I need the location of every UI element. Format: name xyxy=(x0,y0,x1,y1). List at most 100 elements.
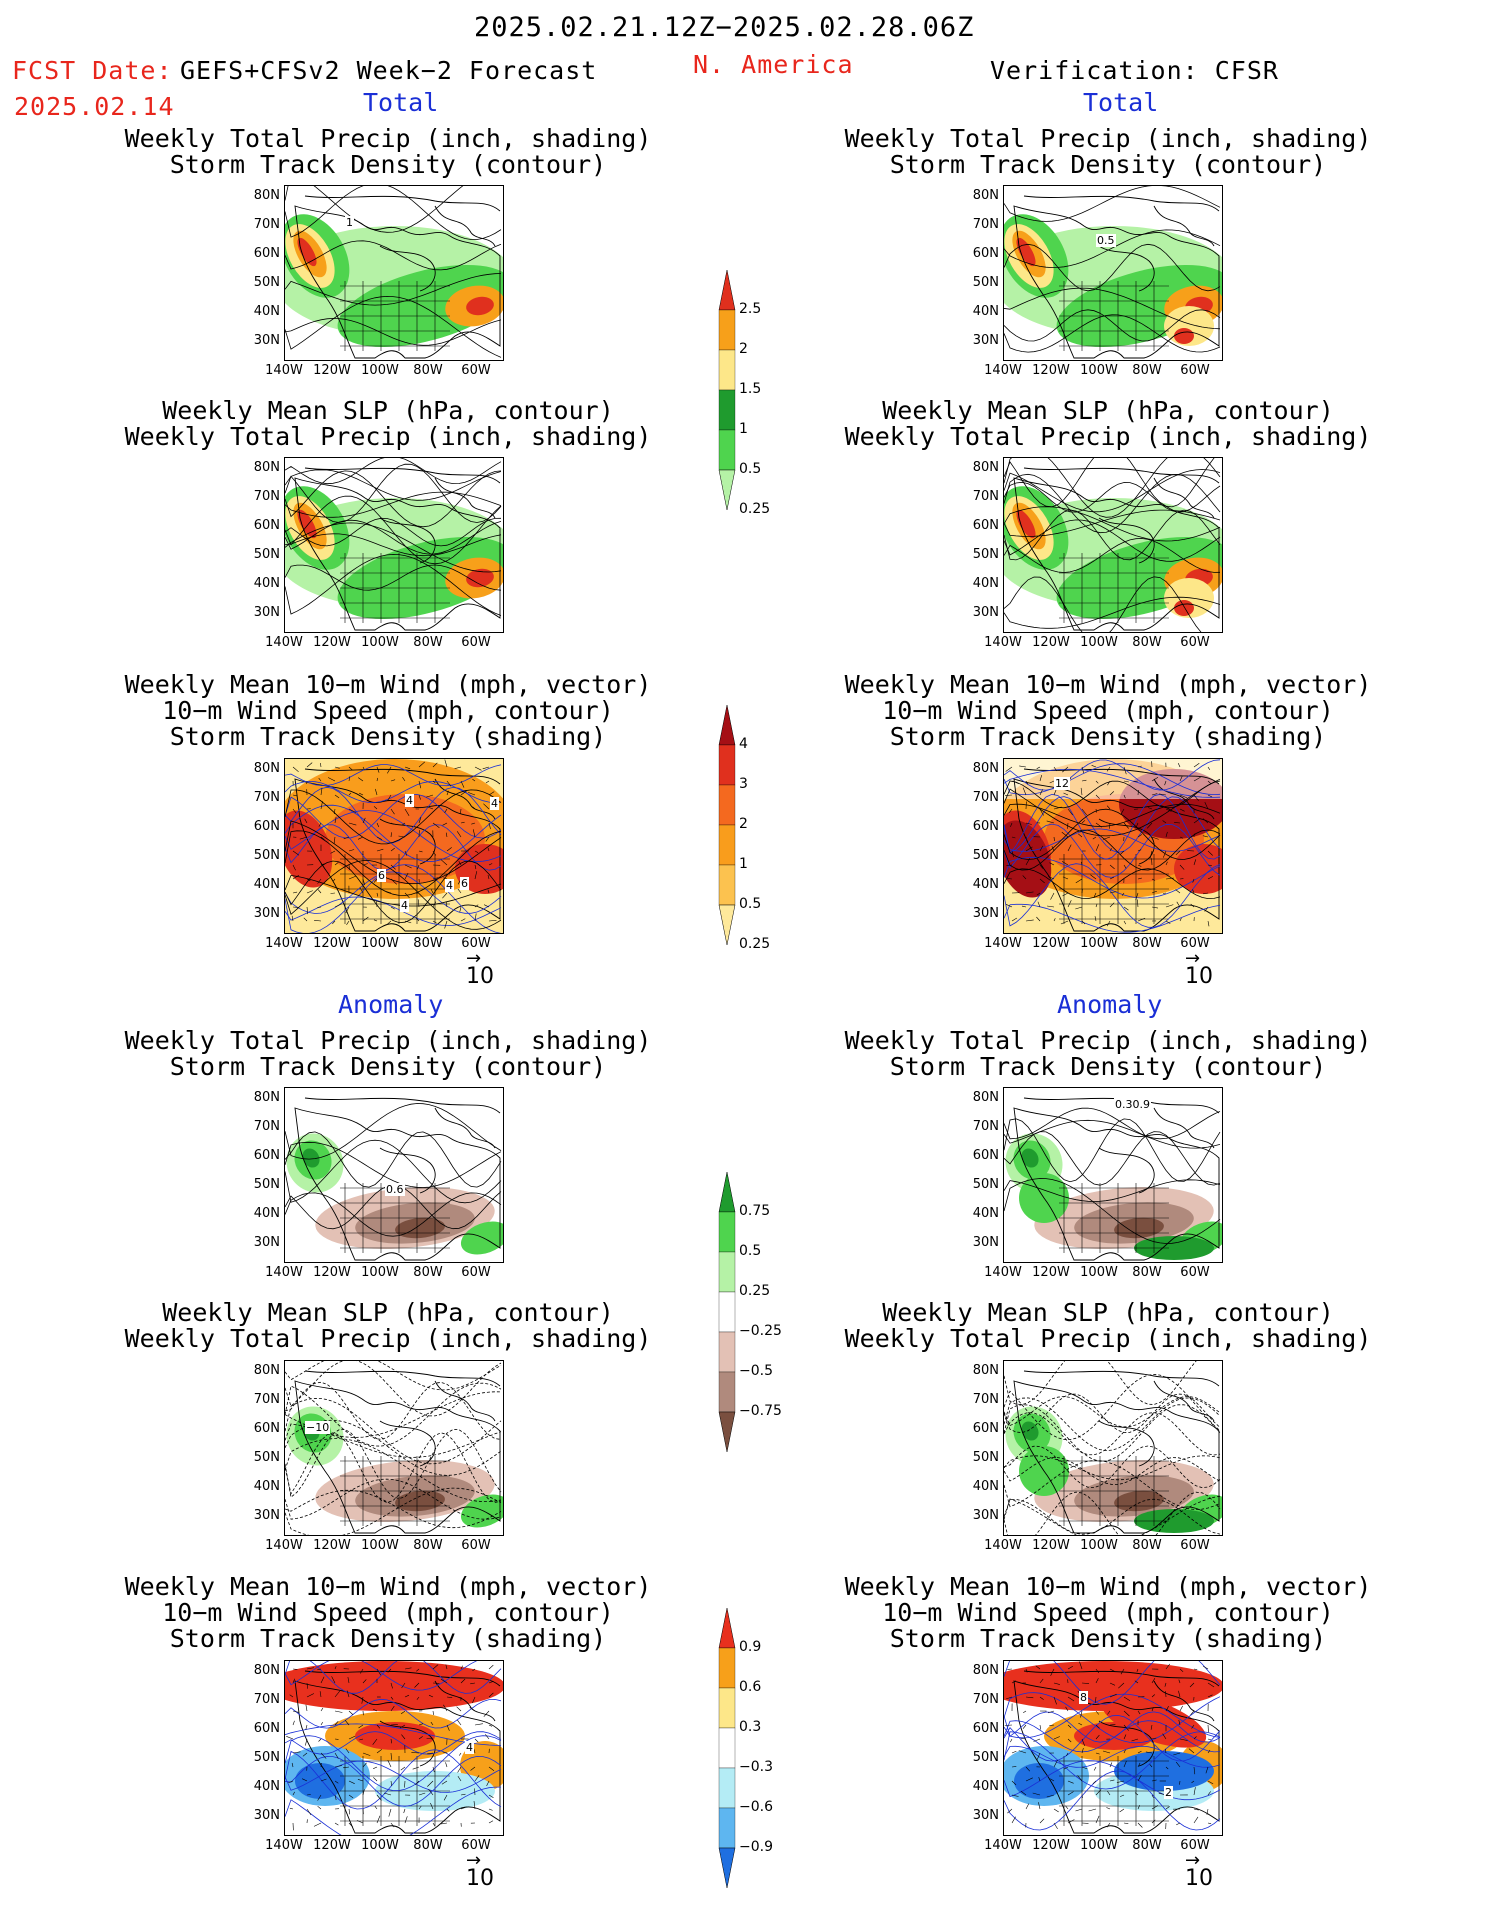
lat-tick-label: 30N xyxy=(246,1808,280,1823)
lon-tick-label: 80W xyxy=(408,363,448,378)
lat-tick-label: 60N xyxy=(246,1148,280,1163)
panel-title-0-1-1: Storm Track Density (contour) xyxy=(808,152,1408,178)
fcst-date: 2025.02.14 xyxy=(14,92,175,121)
fcst-date-label: FCST Date: xyxy=(12,56,173,85)
lat-tick-label: 60N xyxy=(965,246,999,261)
contour-label: 4 xyxy=(465,1741,474,1754)
map-graphic xyxy=(285,1361,503,1535)
lat-tick-label: 60N xyxy=(246,518,280,533)
lat-tick-label: 40N xyxy=(246,304,280,319)
lon-tick-label: 100W xyxy=(1079,635,1119,650)
lon-tick-label: 120W xyxy=(312,635,352,650)
lon-tick-label: 140W xyxy=(983,363,1023,378)
colorbar-tick-label: 0.5 xyxy=(739,1243,761,1259)
colorbar-tick-label: 0.5 xyxy=(739,896,761,912)
lat-tick-label: 80N xyxy=(965,1363,999,1378)
lat-tick-label: 50N xyxy=(246,1177,280,1192)
lat-tick-label: 50N xyxy=(965,1177,999,1192)
map-panel-obs-anom_slp xyxy=(1003,1360,1223,1536)
lat-tick-label: 50N xyxy=(246,275,280,290)
colorbar-tick-label: 0.25 xyxy=(739,1283,770,1299)
panel-title-5-1-1: 10−m Wind Speed (mph, contour) xyxy=(808,1600,1408,1626)
panel-title-0-0-0: Weekly Total Precip (inch, shading) xyxy=(88,126,688,152)
lon-tick-label: 140W xyxy=(983,1265,1023,1280)
lon-tick-label: 100W xyxy=(1079,1538,1119,1553)
panel-title-5-0-2: Storm Track Density (shading) xyxy=(88,1626,688,1652)
map-graphic xyxy=(1004,1361,1222,1535)
panel-title-2-1-0: Weekly Mean 10−m Wind (mph, vector) xyxy=(808,672,1408,698)
lon-tick-label: 140W xyxy=(264,1265,304,1280)
lon-tick-label: 140W xyxy=(983,936,1023,951)
lat-tick-label: 60N xyxy=(246,1421,280,1436)
contour-label: 2 xyxy=(1164,1786,1173,1799)
lon-tick-label: 140W xyxy=(264,363,304,378)
lon-tick-label: 120W xyxy=(1031,363,1071,378)
lon-tick-label: 140W xyxy=(983,1538,1023,1553)
colorbar-tick-label: 0.25 xyxy=(739,936,770,952)
colorbar-tick-label: 0.6 xyxy=(739,1679,761,1695)
lat-tick-label: 30N xyxy=(246,906,280,921)
lat-tick-label: 80N xyxy=(246,1663,280,1678)
section-total-right: Total xyxy=(1083,88,1158,117)
lat-tick-label: 80N xyxy=(965,1663,999,1678)
lat-tick-label: 40N xyxy=(246,1779,280,1794)
lat-tick-label: 30N xyxy=(246,605,280,620)
panel-title-2-0-1: 10−m Wind Speed (mph, contour) xyxy=(88,698,688,724)
lat-tick-label: 40N xyxy=(246,1206,280,1221)
map-graphic xyxy=(285,186,503,360)
panel-title-2-0-0: Weekly Mean 10−m Wind (mph, vector) xyxy=(88,672,688,698)
lat-tick-label: 30N xyxy=(246,333,280,348)
lon-tick-label: 80W xyxy=(408,1538,448,1553)
lat-tick-label: 50N xyxy=(965,848,999,863)
panel-title-5-1-0: Weekly Mean 10−m Wind (mph, vector) xyxy=(808,1574,1408,1600)
contour-label: 6 xyxy=(377,869,386,882)
map-panel-obs-tot_precip: 0.5 xyxy=(1003,185,1223,361)
panel-title-5-0-1: 10−m Wind Speed (mph, contour) xyxy=(88,1600,688,1626)
lat-tick-label: 60N xyxy=(965,1421,999,1436)
lon-tick-label: 100W xyxy=(360,936,400,951)
lat-tick-label: 80N xyxy=(246,188,280,203)
contour-label: 0.30.9 xyxy=(1114,1098,1151,1111)
lon-tick-label: 100W xyxy=(1079,363,1119,378)
lat-tick-label: 40N xyxy=(246,877,280,892)
vector-reference: →10 xyxy=(1185,954,1213,989)
colorbar-tick-label: 2.5 xyxy=(739,301,761,317)
map-graphic xyxy=(1004,1088,1222,1262)
lat-tick-label: 40N xyxy=(965,1779,999,1794)
colorbar-tick-label: −0.5 xyxy=(739,1363,773,1379)
lon-tick-label: 100W xyxy=(360,1265,400,1280)
colorbar-tick-label: 0.75 xyxy=(739,1203,770,1219)
lat-tick-label: 60N xyxy=(246,819,280,834)
lat-tick-label: 70N xyxy=(965,1692,999,1707)
lon-tick-label: 80W xyxy=(1127,1538,1167,1553)
lat-tick-label: 30N xyxy=(246,1508,280,1523)
lon-tick-label: 140W xyxy=(983,635,1023,650)
colorbar-tick-label: 4 xyxy=(739,736,748,752)
lat-tick-label: 70N xyxy=(965,1119,999,1134)
colorbar-tick-label: 1 xyxy=(739,421,748,437)
period-title: 2025.02.21.12Z−2025.02.28.06Z xyxy=(474,12,974,43)
contour-label: 4 xyxy=(490,797,499,810)
lat-tick-label: 80N xyxy=(965,188,999,203)
lat-tick-label: 70N xyxy=(965,489,999,504)
vector-reference: →10 xyxy=(1185,1856,1213,1891)
section-anomaly-left: Anomaly xyxy=(338,990,443,1019)
lon-tick-label: 80W xyxy=(408,635,448,650)
lon-tick-label: 100W xyxy=(360,1838,400,1853)
vector-reference: →10 xyxy=(466,954,494,989)
lon-tick-label: 60W xyxy=(456,635,496,650)
map-panel-fcst-anom_wind: 4 xyxy=(284,1660,504,1836)
map-panel-obs-tot_wind: 12 xyxy=(1003,758,1223,934)
lon-tick-label: 80W xyxy=(1127,635,1167,650)
lon-tick-label: 80W xyxy=(1127,936,1167,951)
panel-title-2-0-2: Storm Track Density (shading) xyxy=(88,724,688,750)
contour-label: 0.5 xyxy=(1096,234,1116,247)
panel-title-2-1-2: Storm Track Density (shading) xyxy=(808,724,1408,750)
lat-tick-label: 30N xyxy=(965,1235,999,1250)
lon-tick-label: 60W xyxy=(456,363,496,378)
lon-tick-label: 140W xyxy=(264,1838,304,1853)
lat-tick-label: 70N xyxy=(246,217,280,232)
contour-label: 12 xyxy=(1054,777,1070,790)
